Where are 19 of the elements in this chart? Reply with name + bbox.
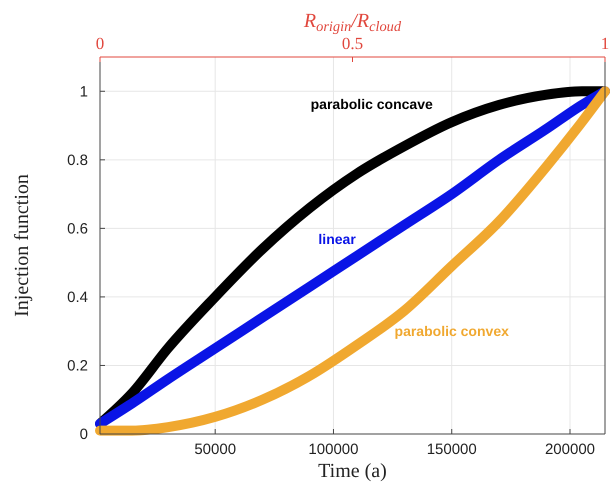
x-tick-label: 150000 [426, 441, 477, 458]
y-tick-label: 0.4 [67, 288, 88, 306]
y-tick-label: 0.6 [67, 220, 88, 238]
series-label: linear [318, 230, 356, 247]
y-tick-label: 0 [80, 426, 88, 443]
series-label: parabolic concave [310, 96, 434, 112]
y-axis-title: Injection function [11, 174, 33, 317]
x2-tick-label: 0 [96, 34, 104, 53]
x2-tick-label: 1 [600, 34, 610, 53]
x-tick-label: 200000 [544, 441, 596, 458]
x-tick-label: 100000 [308, 441, 358, 458]
series-label: parabolic convex [394, 323, 510, 340]
x-axis-title: Time (a) [318, 460, 387, 482]
y-tick-label: 1 [80, 83, 88, 100]
x2-axis-title: R$_{origin}$/R$_{cloud}$ [302, 10, 402, 34]
y-tick-label: 0.8 [67, 152, 88, 169]
x2-tick-label: 0.5 [342, 34, 364, 53]
y-tick-label: 0.2 [67, 357, 88, 374]
x-tick-label: 50000 [194, 441, 236, 458]
